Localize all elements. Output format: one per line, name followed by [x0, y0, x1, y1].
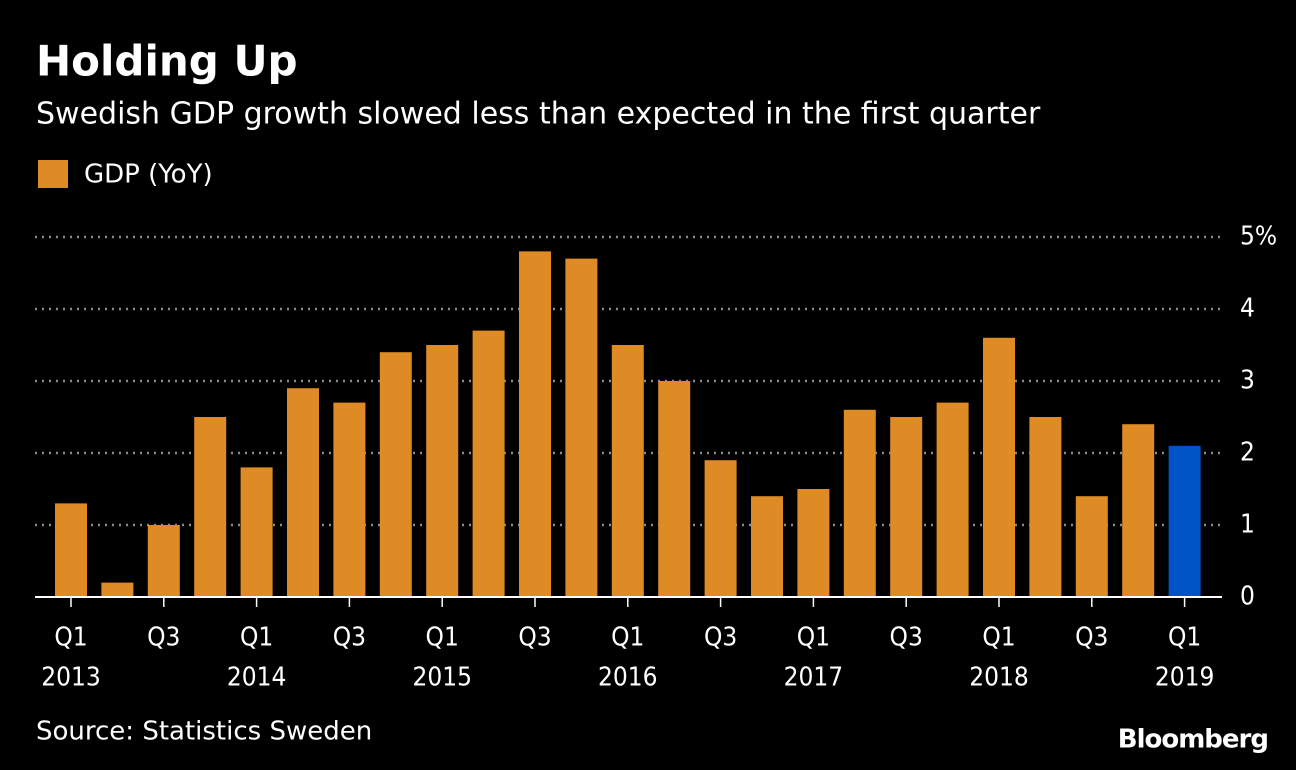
x-tick-label: Q1 — [982, 623, 1015, 653]
y-tick-label: 4 — [1240, 294, 1255, 324]
x-year-label: 2013 — [41, 663, 101, 693]
bar — [1168, 445, 1201, 597]
x-tick-label: Q1 — [1168, 623, 1201, 653]
bar — [890, 417, 923, 597]
y-tick-label: 2 — [1240, 438, 1255, 468]
bar — [658, 381, 691, 597]
x-year-label: 2018 — [969, 663, 1029, 693]
chart-title: Holding Up — [36, 37, 298, 86]
x-year-label: 2016 — [598, 663, 658, 693]
x-tick-label: Q3 — [518, 623, 551, 653]
x-year-label: 2019 — [1155, 663, 1215, 693]
bar — [843, 409, 876, 597]
bar — [1029, 417, 1062, 597]
y-tick-label: 5% — [1240, 222, 1277, 252]
x-year-label: 2015 — [412, 663, 472, 693]
bar — [426, 345, 459, 597]
chart-subtitle: Swedish GDP growth slowed less than expe… — [36, 97, 1041, 132]
x-tick-label: Q1 — [426, 623, 459, 653]
bar — [1122, 424, 1155, 597]
brand: Bloomberg — [1118, 725, 1268, 755]
bar — [519, 251, 551, 597]
x-tick-label: Q1 — [797, 623, 830, 653]
x-year-label: 2017 — [784, 663, 844, 693]
bar — [797, 489, 830, 597]
bar — [704, 460, 737, 597]
bar — [147, 525, 180, 597]
x-tick-label: Q3 — [890, 623, 923, 653]
bar — [565, 258, 598, 597]
bar — [194, 417, 227, 597]
x-tick-label: Q1 — [54, 623, 87, 653]
legend-label: GDP (YoY) — [84, 160, 213, 190]
bar — [611, 345, 644, 597]
bar — [333, 402, 366, 597]
y-tick-label: 0 — [1240, 582, 1255, 612]
bar — [472, 330, 505, 597]
x-tick-label: Q1 — [611, 623, 644, 653]
x-tick-label: Q3 — [333, 623, 366, 653]
bar — [55, 503, 87, 597]
bar — [1075, 496, 1108, 597]
bar — [983, 337, 1015, 597]
bar — [379, 352, 412, 597]
y-tick-label: 1 — [1240, 510, 1255, 540]
bar — [287, 388, 319, 597]
x-tick-label: Q3 — [147, 623, 180, 653]
x-tick-label: Q3 — [704, 623, 737, 653]
bar — [101, 582, 134, 597]
x-tick-label: Q3 — [1075, 623, 1108, 653]
x-year-label: 2014 — [227, 663, 287, 693]
bar — [240, 467, 273, 597]
y-tick-label: 3 — [1240, 366, 1255, 396]
source: Source: Statistics Sweden — [36, 717, 372, 747]
x-tick-label: Q1 — [240, 623, 273, 653]
bar — [936, 402, 969, 597]
legend-swatch — [38, 160, 68, 188]
bar — [751, 496, 783, 597]
